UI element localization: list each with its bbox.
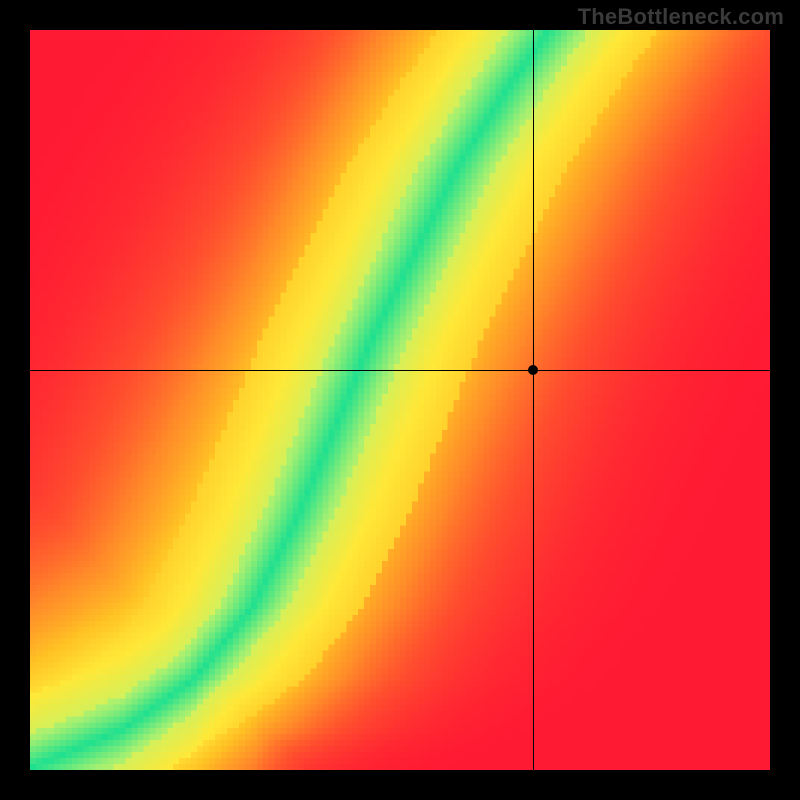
plot-area [30,30,770,770]
chart-container: TheBottleneck.com [0,0,800,800]
marker-dot [528,365,538,375]
crosshair-horizontal [30,370,770,371]
crosshair-vertical [533,30,534,770]
watermark-text: TheBottleneck.com [578,4,784,30]
heatmap-canvas [30,30,770,770]
